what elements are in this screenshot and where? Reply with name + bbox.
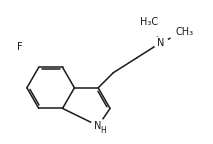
Text: F: F — [17, 42, 23, 52]
Text: N: N — [157, 38, 164, 48]
Text: CH₃: CH₃ — [176, 27, 194, 37]
Text: N: N — [95, 121, 102, 131]
Text: H₃C: H₃C — [140, 17, 158, 27]
Text: H: H — [101, 126, 106, 135]
